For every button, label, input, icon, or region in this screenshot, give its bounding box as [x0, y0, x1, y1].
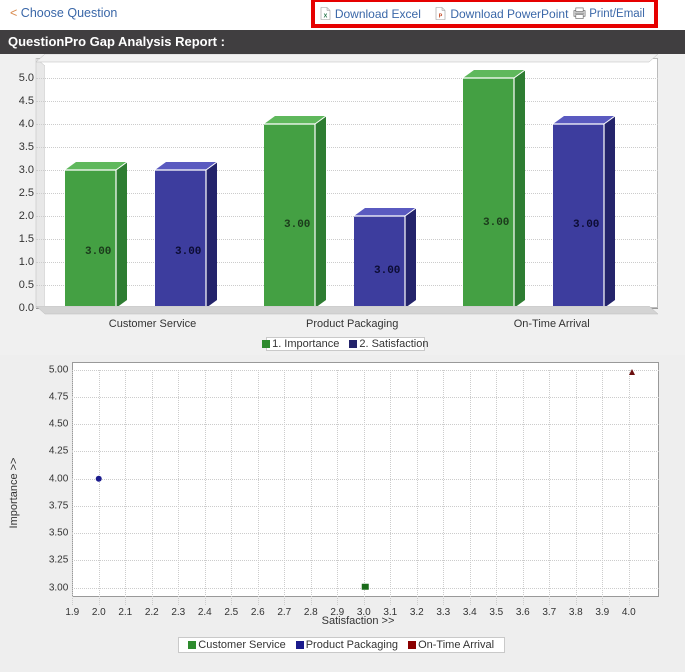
- svg-text:3.00: 3.00: [573, 219, 599, 231]
- svg-text:3.00: 3.00: [483, 217, 509, 229]
- svg-text:3.00: 3.00: [85, 246, 111, 258]
- svg-text:3.00: 3.00: [374, 265, 400, 277]
- svg-text:3.00: 3.00: [284, 219, 310, 231]
- svg-text:3.00: 3.00: [175, 246, 201, 258]
